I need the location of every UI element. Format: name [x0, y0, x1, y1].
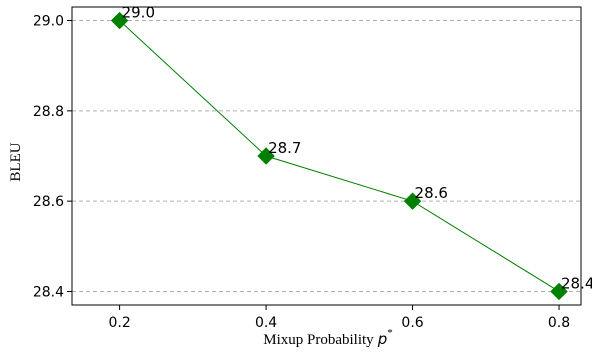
axes: 28.4 28.6 28.8 29.0 0.2 0.4 0.6 0.8: [33, 6, 582, 331]
data-point-marker: [110, 11, 129, 30]
data-label: 28.7: [268, 139, 301, 157]
x-axis-title-superscript: *: [387, 327, 393, 339]
x-tick-label: 0.4: [255, 315, 277, 331]
x-tick-label: 0.6: [401, 315, 423, 331]
y-tick-label: 28.4: [33, 284, 64, 300]
x-axis-title: Mixup Probability p*: [263, 327, 392, 348]
series-layer: 29.0 28.7 28.6 28.4: [110, 4, 592, 301]
y-axis-title: BLEU: [8, 142, 24, 181]
data-point-marker: [257, 147, 275, 165]
data-point-marker: [550, 282, 568, 301]
data-label: 28.6: [415, 184, 448, 202]
x-tick-label: 0.8: [548, 315, 570, 331]
data-point-marker: [403, 192, 422, 210]
plot-frame: [71, 6, 582, 306]
data-label: 29.0: [122, 4, 155, 22]
series-line: [119, 20, 560, 292]
x-tick-label: 0.2: [108, 315, 130, 331]
y-tick-label: 29.0: [33, 14, 64, 30]
y-tick-label: 28.6: [33, 194, 64, 210]
x-axis-title-symbol: p: [377, 330, 388, 348]
data-label: 28.4: [561, 274, 592, 292]
gridlines: [72, 20, 581, 292]
y-tick-label: 28.8: [33, 104, 64, 120]
x-axis-title-text: Mixup Probability: [263, 332, 374, 348]
